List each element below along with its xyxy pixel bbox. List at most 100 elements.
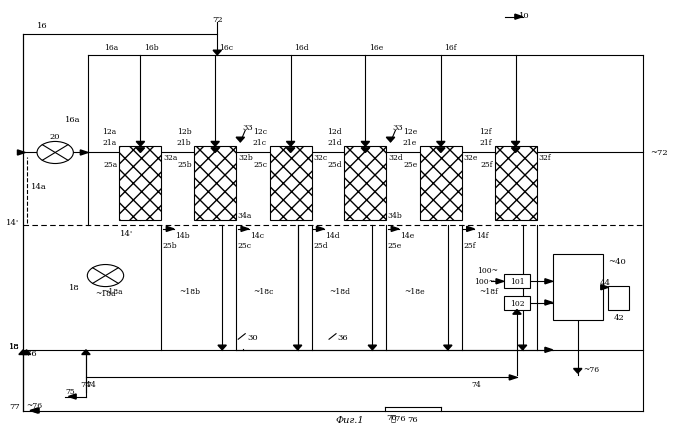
Text: 14c: 14c [250,232,264,240]
Polygon shape [69,394,76,399]
Text: 32f: 32f [538,153,552,161]
Text: 18: 18 [9,342,20,350]
Text: ~76: ~76 [583,365,599,373]
Text: 33: 33 [392,124,403,132]
Polygon shape [236,138,244,143]
Text: 25e: 25e [388,242,402,249]
Text: 16f: 16f [444,44,457,52]
Text: 34b: 34b [387,212,402,220]
Polygon shape [510,375,517,380]
Bar [420,147,462,221]
Text: 20: 20 [50,132,60,140]
Text: 25d: 25d [328,161,342,169]
Polygon shape [136,142,145,147]
Text: ~18d: ~18d [329,288,350,296]
Text: Фиг.1: Фиг.1 [336,415,364,424]
Polygon shape [545,348,552,353]
Polygon shape [545,300,552,305]
Bar [504,275,530,288]
Polygon shape [444,345,452,350]
Text: 74: 74 [86,380,96,388]
Polygon shape [211,142,219,147]
Text: 25f: 25f [480,161,493,169]
Text: ~72: ~72 [650,149,668,157]
Bar [194,147,236,221]
Bar [344,147,386,221]
Polygon shape [361,149,370,153]
Text: 32a: 32a [164,153,178,161]
Text: ~18e: ~18e [404,288,424,296]
Text: 44: 44 [599,278,610,286]
Polygon shape [218,345,226,350]
Text: 12a: 12a [102,128,117,136]
Text: 25b: 25b [163,242,177,249]
Text: 14': 14' [120,230,133,238]
Text: 16a: 16a [104,44,118,52]
Text: ~18f: ~18f [480,288,498,296]
Polygon shape [467,227,475,232]
Circle shape [37,142,74,164]
Text: 25d: 25d [313,242,328,249]
Text: 32d: 32d [389,153,403,161]
Polygon shape [496,279,504,284]
Polygon shape [30,408,38,413]
Polygon shape [437,149,445,153]
Bar [504,296,530,310]
Text: 77: 77 [9,402,20,410]
Text: 12f: 12f [480,128,492,136]
Text: 72: 72 [212,16,223,24]
Text: 18: 18 [69,284,80,291]
Polygon shape [286,149,295,153]
Polygon shape [80,150,88,155]
Text: 76: 76 [386,413,397,421]
Text: ~18a: ~18a [95,289,116,297]
Text: 101: 101 [510,278,524,285]
Polygon shape [167,227,174,232]
Text: 14d: 14d [326,232,340,240]
Text: ~18c: ~18c [253,288,274,296]
Text: ~76: ~76 [20,349,37,357]
Text: ∖76: ∖76 [391,414,407,422]
Text: 25f: 25f [463,242,476,249]
Text: 36: 36 [337,333,349,341]
Text: 21d: 21d [327,138,342,147]
Text: 16a: 16a [65,115,80,123]
Text: ~18b: ~18b [178,288,199,296]
Text: 74: 74 [471,380,481,388]
Text: ~18a: ~18a [102,288,122,296]
Text: 16b: 16b [144,44,158,52]
Circle shape [88,265,124,287]
Polygon shape [316,227,324,232]
Bar [495,147,536,221]
Text: 25b: 25b [178,161,192,169]
Text: 21c: 21c [253,138,267,147]
Text: 21f: 21f [480,138,492,147]
Polygon shape [368,345,377,350]
Text: 25c: 25c [237,242,251,249]
Text: 75: 75 [65,388,75,395]
Text: 14': 14' [6,218,20,226]
Polygon shape [241,227,248,232]
Text: 14e: 14e [400,232,414,240]
Text: 14b: 14b [175,232,190,240]
Text: 32b: 32b [238,153,253,161]
Text: 32e: 32e [464,153,478,161]
Text: 25c: 25c [253,161,267,169]
Text: 16: 16 [37,22,48,30]
Polygon shape [545,279,552,284]
Polygon shape [213,51,221,56]
Polygon shape [512,149,520,153]
Text: 76: 76 [407,415,418,423]
Polygon shape [136,149,145,153]
Text: ~76: ~76 [27,401,43,409]
Text: 30: 30 [247,333,258,341]
Polygon shape [18,150,25,155]
Polygon shape [22,350,31,355]
Bar [270,147,312,221]
Text: 25e: 25e [403,161,418,169]
Text: 12c: 12c [253,128,267,136]
Text: 33: 33 [242,124,253,132]
Text: 16e: 16e [369,44,383,52]
Text: 16d: 16d [294,44,309,52]
Polygon shape [286,142,295,147]
